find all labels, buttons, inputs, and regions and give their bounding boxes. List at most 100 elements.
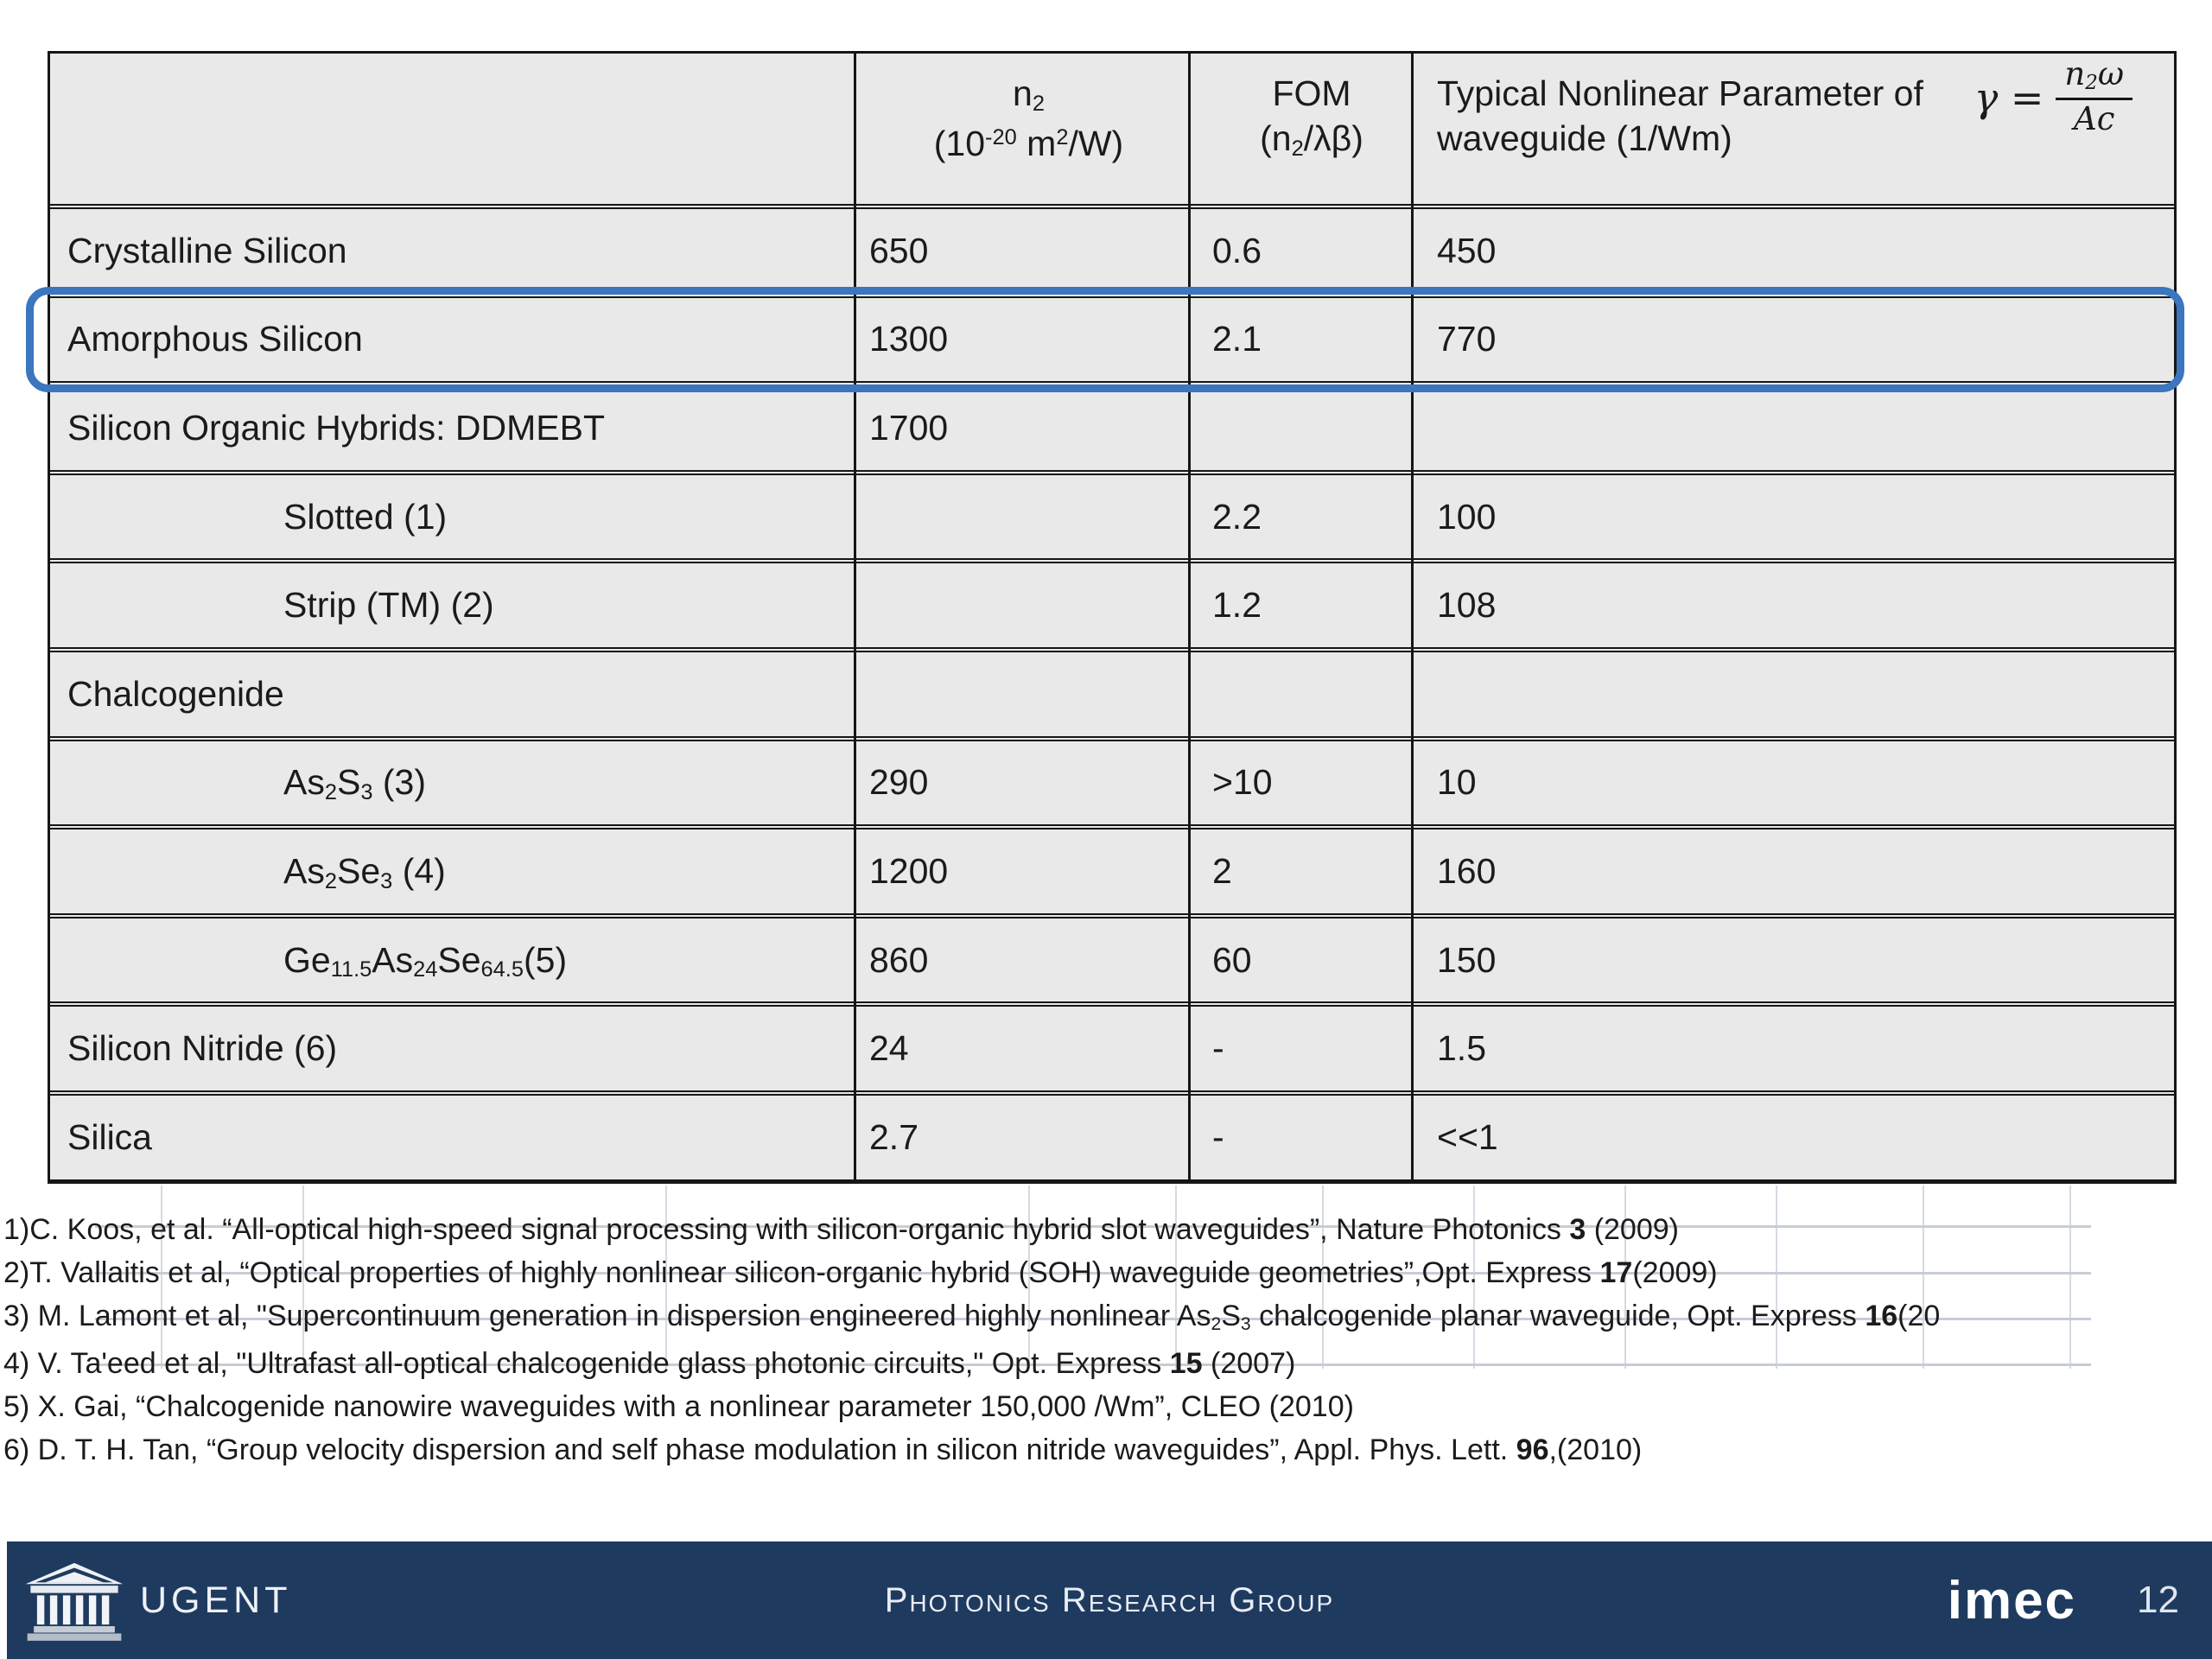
table-row: Strip (TM) (2) 1.2 108 <box>50 562 2174 649</box>
page-number: 12 <box>2137 1579 2179 1621</box>
header-n2-line2: (10-20 m2/W) <box>933 124 1124 163</box>
reference-item: 2)T. Vallaitis et al, “Optical propertie… <box>3 1256 1718 1289</box>
header-n2-cell: n2 (10-20 m2/W) <box>854 54 1188 204</box>
ghost-grid <box>0 1185 2212 1393</box>
fom-cell: - <box>1212 1028 1224 1069</box>
fom-cell: 2 <box>1212 850 1232 891</box>
header-material-cell <box>50 54 854 204</box>
n2-cell: 1700 <box>869 407 949 448</box>
n2-cell: 860 <box>869 939 929 980</box>
reference-item: 6) D. T. H. Tan, “Group velocity dispers… <box>3 1433 1643 1466</box>
n2-cell: 650 <box>869 230 929 270</box>
fom-cell: >10 <box>1212 762 1273 803</box>
header-gamma-cell: Typical Nonlinear Parameter of waveguide… <box>1411 54 2174 204</box>
material-cell: Silicon Nitride (6) <box>50 1007 854 1090</box>
n2-cell <box>854 563 1188 647</box>
material-label: As2S3 (3) <box>283 762 426 804</box>
gamma-cell: <<1 <box>1437 1116 1498 1157</box>
gamma-cell: 1.5 <box>1437 1028 1486 1069</box>
reference-item: 5) X. Gai, “Chalcogenide nanowire wavegu… <box>3 1390 1354 1423</box>
reference-item: 3) M. Lamont et al, "Supercontinuum gene… <box>3 1300 1941 1334</box>
material-label: Strip (TM) (2) <box>283 585 494 626</box>
n2-cell: 24 <box>869 1028 909 1069</box>
table-row: Chalcogenide <box>50 650 2174 738</box>
research-group-name: Photonics Research Group <box>884 1580 1335 1619</box>
n2-cell: 1300 <box>869 319 949 359</box>
material-label: Amorphous Silicon <box>67 319 363 359</box>
material-cell: Chalcogenide <box>50 652 854 736</box>
gamma-formula-lhs: γ = <box>1974 74 2044 121</box>
fom-cell <box>1188 652 1411 736</box>
material-label: Slotted (1) <box>283 496 448 537</box>
material-label: Silicon Organic Hybrids: DDMEBT <box>67 407 605 448</box>
imec-logo: imec <box>1947 1570 2077 1630</box>
fom-cell: - <box>1212 1116 1224 1157</box>
table-header-row: n2 (10-20 m2/W) FOM (n2/λβ) Typical Nonl… <box>50 54 2174 206</box>
material-label: As2Se3 (4) <box>283 850 446 893</box>
reference-item: 1)C. Koos, et al. “All-optical high-spee… <box>3 1213 1679 1246</box>
n2-cell <box>854 475 1188 559</box>
table-body: Crystalline Silicon 650 0.6 450 Amorphous Si… <box>26 207 2184 1181</box>
header-fom-line2: (n2/λβ) <box>1260 118 1363 161</box>
n2-cell: 2.7 <box>869 1116 918 1157</box>
gamma-cell: 10 <box>1437 762 1477 803</box>
header-fom-cell: FOM (n2/λβ) <box>1188 54 1411 204</box>
fom-cell: 1.2 <box>1212 585 1262 626</box>
gamma-cell: 100 <box>1437 496 1497 537</box>
reference-list: 1)C. Koos, et al. “All-optical high-spee… <box>3 1208 2212 1471</box>
ugent-wordmark: UGENT <box>140 1579 292 1621</box>
table-row: Crystalline Silicon 650 0.6 450 <box>50 207 2174 295</box>
table-row: As2S3 (3) 290 >10 10 <box>50 739 2174 827</box>
header-fom-line1: FOM <box>1272 73 1351 113</box>
material-cell: Crystalline Silicon <box>50 209 854 293</box>
fom-cell: 60 <box>1212 939 1252 980</box>
gamma-cell: 150 <box>1437 939 1497 980</box>
footer-bar: UGENT Photonics Research Group imec 12 <box>7 1541 2212 1659</box>
material-cell: Strip (TM) (2) <box>50 563 854 647</box>
material-cell: Silicon Organic Hybrids: DDMEBT <box>50 386 854 470</box>
material-label: Chalcogenide <box>67 673 284 714</box>
reference-item: 4) V. Ta'eed et al, "Ultrafast all-optic… <box>3 1347 1296 1380</box>
ugent-temple-icon <box>25 1562 124 1641</box>
fom-cell: 0.6 <box>1212 230 1262 270</box>
materials-table: n2 (10-20 m2/W) FOM (n2/λβ) Typical Nonl… <box>26 51 2184 1184</box>
table-row: Amorphous Silicon 1300 2.1 770 <box>26 286 2184 393</box>
column-divider <box>1188 54 1191 1181</box>
ugent-logo: UGENT <box>22 1560 292 1641</box>
gamma-formula-fraction: n2ω Ac <box>2056 57 2133 138</box>
table-row: As2Se3 (4) 1200 2 160 <box>50 828 2174 915</box>
n2-cell <box>854 652 1188 736</box>
table-row: Silica 2.7 - <<1 <box>50 1093 2174 1181</box>
table-row: Slotted (1) 2.2 100 <box>50 473 2174 561</box>
footer-right: imec 12 <box>1948 1570 2179 1631</box>
gamma-cell: 770 <box>1437 319 1497 359</box>
table-row: Silicon Nitride (6) 24 - 1.5 <box>50 1005 2174 1092</box>
n2-cell: 290 <box>869 762 929 803</box>
material-label: Silicon Nitride (6) <box>67 1028 338 1069</box>
header-n2-line1: n2 <box>1013 73 1045 116</box>
material-cell: Ge11.5As24Se64.5(5) <box>50 918 854 1002</box>
material-cell: Amorphous Silicon <box>50 298 854 382</box>
gamma-formula-denominator: Ac <box>2073 100 2115 137</box>
gamma-cell: 450 <box>1437 230 1497 270</box>
n2-cell: 1200 <box>869 850 949 891</box>
gamma-formula: γ = n2ω Ac <box>1974 57 2133 138</box>
gamma-cell <box>1411 386 2174 470</box>
material-cell: Silica <box>50 1096 854 1179</box>
fom-cell: 2.2 <box>1212 496 1262 537</box>
fom-cell <box>1188 386 1411 470</box>
material-label: Ge11.5As24Se64.5(5) <box>283 939 568 982</box>
header-gamma-line1: Typical Nonlinear Parameter of <box>1437 73 1923 113</box>
column-divider <box>854 54 856 1181</box>
table-row: Silicon Organic Hybrids: DDMEBT 1700 <box>50 385 2174 472</box>
table-row: Ge11.5As24Se64.5(5) 860 60 150 <box>50 916 2174 1004</box>
gamma-cell <box>1411 652 2174 736</box>
column-divider <box>1411 54 1414 1181</box>
gamma-cell: 160 <box>1437 850 1497 891</box>
material-label: Crystalline Silicon <box>67 230 347 270</box>
material-cell: As2Se3 (4) <box>50 830 854 913</box>
material-cell: Slotted (1) <box>50 475 854 559</box>
material-label: Silica <box>67 1116 152 1157</box>
material-cell: As2S3 (3) <box>50 741 854 825</box>
